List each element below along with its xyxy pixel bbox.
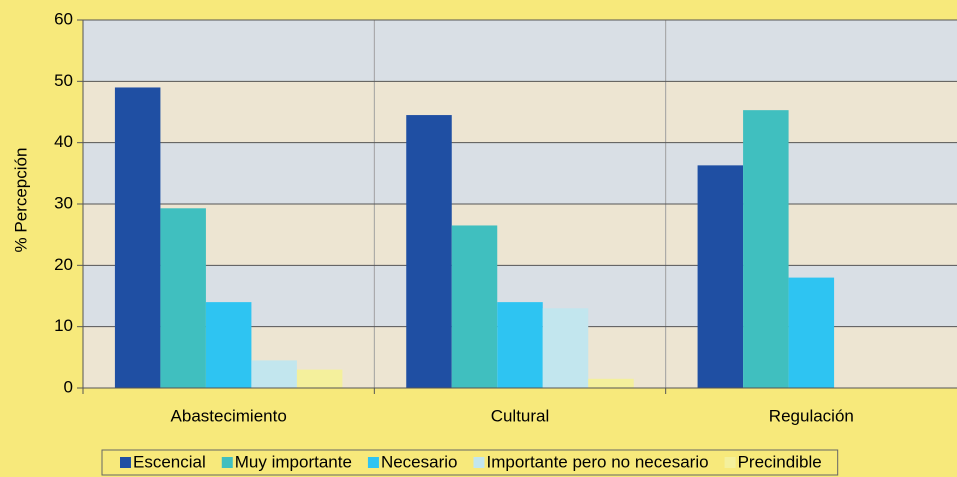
plot-band (83, 81, 957, 143)
legend-swatch (120, 457, 131, 468)
bar (251, 360, 297, 388)
bar (743, 110, 789, 388)
bar (205, 302, 252, 388)
legend-label: Precindible (738, 452, 822, 471)
bar (542, 308, 589, 388)
y-tick-label: 10 (54, 316, 73, 335)
legend: Escencial Muy importante Necesario Importan… (101, 449, 839, 476)
y-tick-label: 0 (64, 377, 73, 396)
bar (114, 87, 161, 388)
bar (588, 378, 634, 388)
bar (160, 208, 206, 388)
plot-band (83, 204, 957, 266)
y-tick-label: 30 (54, 193, 73, 212)
legend-label: Importante pero no necesario (486, 452, 708, 471)
bar (406, 115, 452, 389)
bar (697, 165, 744, 388)
bar (497, 302, 543, 388)
y-tick-label: 20 (54, 255, 73, 274)
x-tick-label: Cultural (491, 406, 550, 425)
legend-label: Necesario (381, 452, 458, 471)
legend-label: Escencial (133, 452, 206, 471)
bar (296, 369, 343, 388)
legend-swatch (724, 457, 736, 468)
legend-label: Muy importante (235, 452, 352, 471)
y-axis-label: % Percepción (11, 148, 30, 253)
legend-swatch (473, 457, 485, 468)
bar (788, 277, 835, 388)
legend-swatch (367, 457, 379, 468)
y-tick-label: 40 (54, 132, 73, 151)
bar (451, 225, 498, 388)
y-tick-label: 60 (54, 9, 73, 28)
plot-band (83, 142, 957, 204)
plot-band (83, 20, 957, 82)
x-tick-label: Abastecimiento (171, 406, 287, 425)
x-tick-label: Regulación (769, 406, 854, 425)
y-tick-label: 50 (54, 71, 73, 90)
legend-swatch (221, 457, 233, 468)
